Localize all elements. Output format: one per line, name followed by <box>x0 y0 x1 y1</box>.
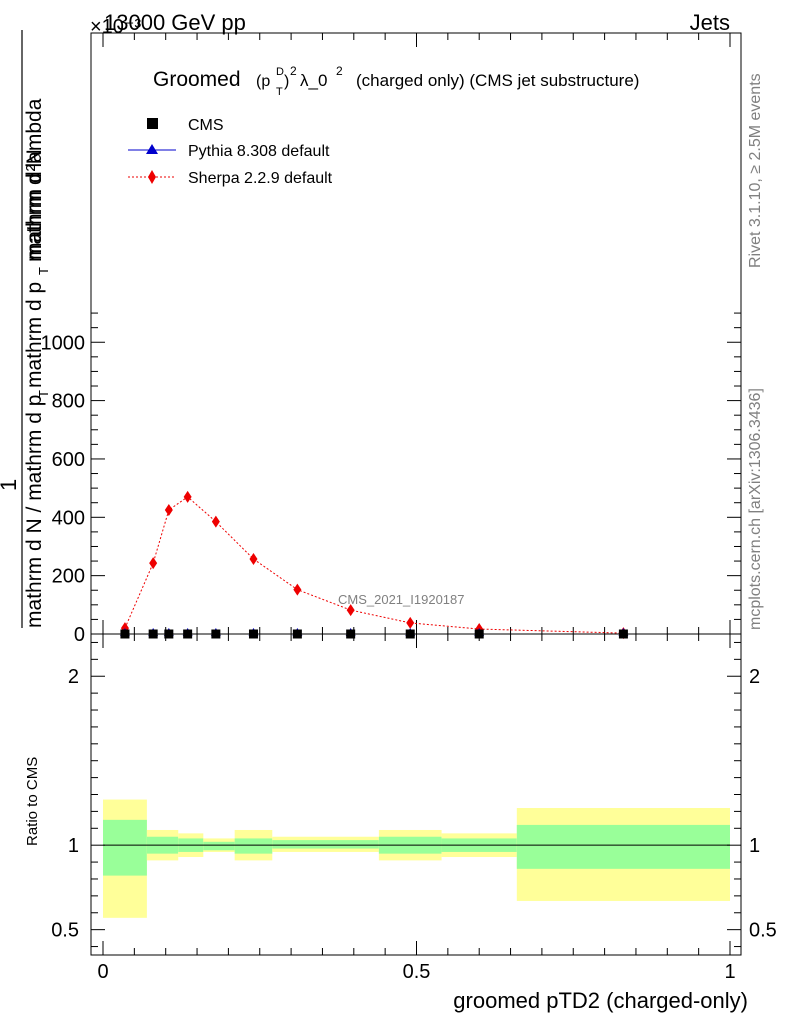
ratio-x-tick-label: 1 <box>724 961 735 983</box>
title-formula-sup: D <box>276 66 284 78</box>
main-y-tick-label: 400 <box>52 507 85 529</box>
sherpa-point <box>183 490 192 503</box>
main-y-tick-label: 1000 <box>41 332 86 354</box>
legend-marker-pythia <box>146 144 158 154</box>
sherpa-line <box>124 496 624 634</box>
title-formula-sub: T <box>276 86 283 98</box>
main-y-tick-label: 0 <box>74 624 85 646</box>
x-axis-label: groomed pTD2 (charged-only) <box>453 988 748 1013</box>
ratio-stat-band <box>516 824 730 869</box>
ratio-stat-band <box>234 838 273 854</box>
analysis-watermark: CMS_2021_I1920187 <box>338 592 465 607</box>
ratio-y-tick-label-right: 2 <box>749 666 760 688</box>
ylabel-numerator: 1 <box>0 479 21 491</box>
legend: CMS Pythia 8.308 default Sherpa 2.2.9 de… <box>128 117 333 187</box>
sherpa-point <box>149 557 158 570</box>
ratio-y-tick-label: 2 <box>68 666 79 688</box>
title-lambda-sup: 2 <box>336 64 343 78</box>
sherpa-point <box>211 515 220 528</box>
ylabel-denominator2: mathrm d p <box>23 282 46 388</box>
title-formula-base: (p <box>256 73 270 90</box>
ratio-y-tick-label: 1 <box>68 835 79 857</box>
sherpa-point <box>249 553 258 566</box>
sherpa-point <box>346 604 355 617</box>
main-series <box>119 490 629 640</box>
ratio-x-tick-label: 0.5 <box>403 961 431 983</box>
title-prefix: Groomed <box>153 68 241 91</box>
sherpa-point <box>164 504 173 517</box>
ylabel-denominator-sub: T <box>36 390 51 398</box>
rivet-version-label: Rivet 3.1.10, ≥ 2.5M events <box>747 73 764 268</box>
ylabel-denominator: mathrm d N / mathrm d p <box>23 395 46 628</box>
legend-marker-cms <box>147 118 158 129</box>
title-lambda: λ_0 <box>300 71 327 90</box>
ratio-x-tick-label: 0 <box>97 961 108 983</box>
title-formula-sup2: 2 <box>290 64 297 78</box>
ratio-bands <box>103 799 730 918</box>
legend-label-pythia: Pythia 8.308 default <box>188 143 330 160</box>
ratio-y-axis: 0.5 0.5 1 1 2 2 <box>51 641 777 948</box>
sherpa-point <box>406 616 415 629</box>
ratio-stat-band <box>203 841 235 851</box>
ratio-y-tick-label: 0.5 <box>51 920 79 942</box>
ratio-stat-band <box>272 840 379 849</box>
main-panel: 0 200 400 600 800 1000 <box>41 32 742 646</box>
ratio-y-tick-label-right: 1 <box>749 835 760 857</box>
ylabel-numerator2: mathrm d²N <box>23 149 46 260</box>
ylabel-denominator2-sub: T <box>36 267 51 275</box>
ratio-panel: 0.5 0.51 12 2 0 0.5 1 <box>51 633 777 983</box>
main-y-tick-label: 800 <box>52 391 85 413</box>
legend-marker-sherpa <box>148 170 156 184</box>
title-formula-close: ) <box>284 73 289 90</box>
legend-label-cms: CMS <box>188 117 224 134</box>
ratio-x-axis: 0 0.5 1 <box>97 634 736 983</box>
main-y-tick-label: 600 <box>52 449 85 471</box>
legend-label-sherpa: Sherpa 2.2.9 default <box>188 170 333 187</box>
y-axis-exponent: ×10⁻³ <box>90 16 141 38</box>
header-energy-label: 13000 GeV pp <box>104 10 246 35</box>
main-y-axis: 0 200 400 600 800 1000 <box>41 312 741 646</box>
main-y-tick-label: 200 <box>52 566 85 588</box>
ratio-y-axis-label: Ratio to CMS <box>24 757 41 846</box>
mcplots-label: mcplots.cern.ch [arXiv:1306.3436] <box>747 388 764 630</box>
ratio-frame <box>90 633 742 956</box>
ylabel-denominator2-rest: mathrm d lambda <box>23 98 46 262</box>
chart-title: Groomed (p D T ) 2 λ_0 2 (charged only) … <box>153 64 639 98</box>
main-y-axis-label: 1 mathrm d²N mathrm d N / mathrm d p T m… <box>0 30 51 628</box>
ratio-stat-band <box>103 819 147 876</box>
ratio-y-tick-label-right: 0.5 <box>749 920 777 942</box>
header-topic-label: Jets <box>690 10 730 35</box>
title-suffix: (charged only) (CMS jet substructure) <box>356 71 639 90</box>
sherpa-point <box>293 583 302 596</box>
